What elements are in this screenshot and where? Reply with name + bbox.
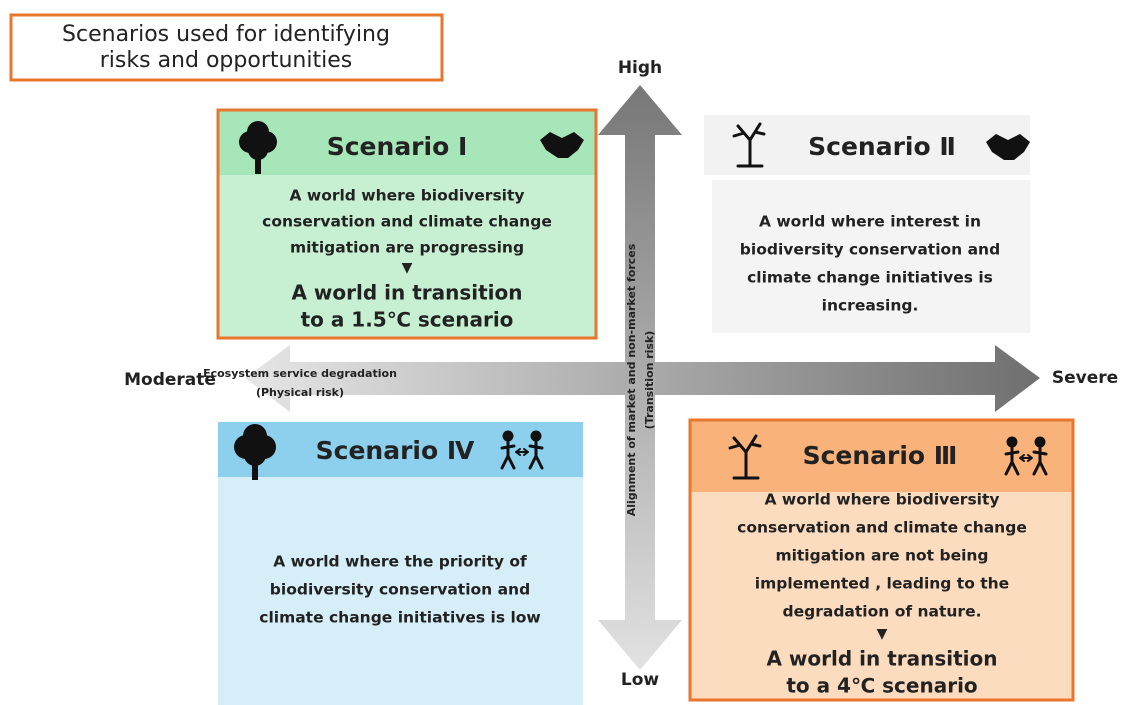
scenario-name: Scenario Ⅳ — [316, 436, 475, 465]
axis-end-label: Severe — [1052, 368, 1118, 388]
vertical-axis-arrow — [598, 85, 682, 670]
scenario-outcome: to a 4℃ scenario — [786, 674, 977, 698]
scenario-description: A world where the priority of — [273, 553, 527, 571]
scenario-name: Scenario Ⅱ — [808, 132, 956, 161]
scenario-description: conservation and climate change — [262, 213, 552, 231]
scenario-description: biodiversity conservation and — [740, 241, 1000, 259]
scenario-outcome: A world in transition — [291, 281, 522, 305]
axis-end-label: Moderate — [124, 370, 216, 390]
axis-label: (Physical risk) — [256, 386, 344, 399]
tree-icon — [234, 424, 276, 480]
scenario-border — [688, 418, 1075, 702]
scenario-description: biodiversity conservation and — [270, 581, 530, 599]
scenario-description: implemented , leading to the — [755, 575, 1009, 593]
title-line: Scenarios used for identifying — [62, 22, 390, 47]
people-icon — [1004, 436, 1048, 476]
scenario-border — [216, 108, 598, 340]
scenario-description: climate change initiatives is — [747, 269, 993, 287]
scenario-description: mitigation are progressing — [290, 239, 524, 257]
axis-label: Alignment of market and non-market force… — [625, 243, 638, 516]
scenario-description: climate change initiatives is low — [259, 609, 540, 627]
scenario-description: A world where interest in — [759, 213, 981, 231]
scenario-outcome: to a 1.5℃ scenario — [301, 308, 514, 332]
scenario-name: Scenario Ⅲ — [803, 441, 958, 470]
scenario-header — [218, 422, 583, 477]
axis-end-label: High — [618, 58, 662, 78]
title-box — [9, 13, 444, 82]
scenario-box — [712, 180, 1030, 333]
scenario-outcome: A world in transition — [766, 647, 997, 671]
axis-label: (Transition risk) — [643, 331, 656, 430]
dead-tree-icon — [732, 122, 766, 168]
scenario-header — [218, 110, 596, 175]
scenario-marker: ▼ — [877, 626, 888, 642]
scenario-marker: ▼ — [402, 260, 413, 276]
axis-end-label: Low — [621, 670, 660, 690]
scenario-description: conservation and climate change — [737, 519, 1027, 537]
scenario-description: A world where biodiversity — [289, 187, 524, 205]
people-icon — [500, 430, 544, 470]
scenario-header — [690, 420, 1073, 492]
title-line: risks and opportunities — [100, 48, 352, 73]
scenario-description: mitigation are not being — [775, 547, 988, 565]
scenario-description: degradation of nature. — [783, 603, 982, 621]
handshake-icon — [540, 132, 584, 158]
scenario-description: A world where biodiversity — [764, 491, 999, 509]
dead-tree-icon — [728, 434, 762, 480]
handshake-icon — [986, 134, 1030, 160]
scenario-name: Scenario Ⅰ — [327, 132, 468, 161]
scenario-description: increasing. — [822, 297, 919, 315]
axis-label: Ecosystem service degradation — [203, 367, 397, 380]
tree-icon — [239, 121, 277, 174]
